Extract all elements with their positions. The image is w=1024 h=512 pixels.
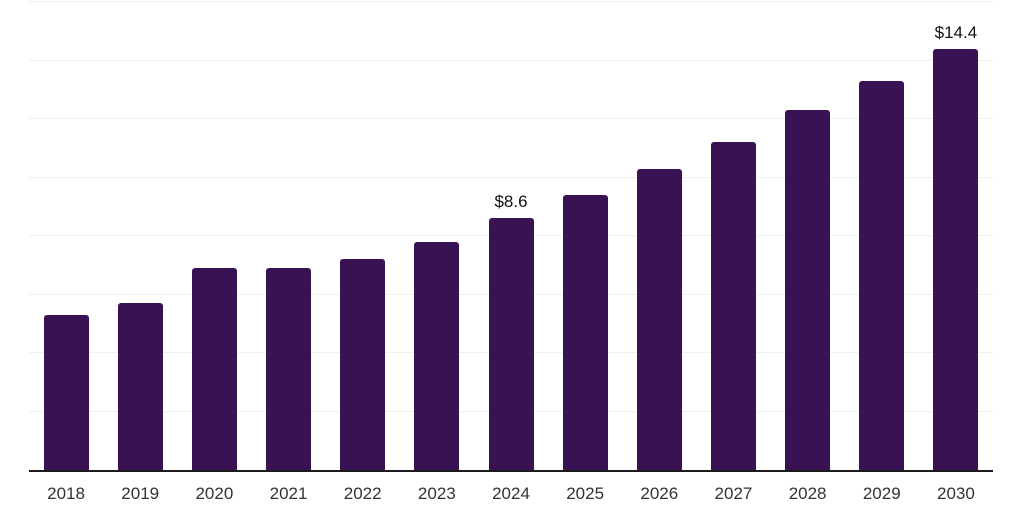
bar-2028 bbox=[785, 110, 831, 470]
bar-2029 bbox=[859, 80, 905, 470]
x-axis-line bbox=[29, 470, 993, 472]
bar-2023 bbox=[414, 241, 460, 470]
x-axis-label-2029: 2029 bbox=[862, 484, 901, 503]
bar-2022 bbox=[340, 259, 386, 470]
bar-2018 bbox=[43, 314, 89, 470]
x-axis-label-2027: 2027 bbox=[714, 484, 753, 503]
gridline bbox=[29, 176, 993, 178]
bar-2027 bbox=[710, 142, 756, 470]
gridline bbox=[29, 59, 993, 61]
x-axis-label-2018: 2018 bbox=[47, 484, 85, 503]
bar-2021 bbox=[266, 268, 312, 470]
x-axis-label-2030: 2030 bbox=[937, 484, 975, 503]
bar-2025 bbox=[562, 195, 608, 470]
x-axis-label-2028: 2028 bbox=[788, 484, 827, 503]
bar-2026 bbox=[636, 168, 682, 470]
x-axis-label-2025: 2025 bbox=[566, 484, 605, 503]
x-axis-label-2021: 2021 bbox=[269, 484, 308, 503]
bar-value-label-2030: $14.4 bbox=[934, 22, 978, 42]
bar-2020 bbox=[191, 268, 237, 470]
bar-value-label-2024: $8.6 bbox=[494, 192, 528, 212]
gridline bbox=[29, 118, 993, 119]
x-axis-label-2019: 2019 bbox=[121, 484, 160, 503]
x-axis-label-2020: 2020 bbox=[195, 484, 234, 503]
bar-2030 bbox=[933, 48, 979, 470]
x-axis-label-2024: 2024 bbox=[492, 484, 530, 503]
bar-2019 bbox=[117, 303, 163, 470]
x-axis-label-2023: 2023 bbox=[417, 484, 456, 503]
x-axis-label-2026: 2026 bbox=[640, 484, 679, 503]
bar-2024 bbox=[488, 218, 534, 470]
plot-area: $8.6 $14.4 bbox=[29, 1, 993, 472]
x-axis-label-2022: 2022 bbox=[343, 484, 382, 503]
gridline bbox=[29, 1, 993, 2]
